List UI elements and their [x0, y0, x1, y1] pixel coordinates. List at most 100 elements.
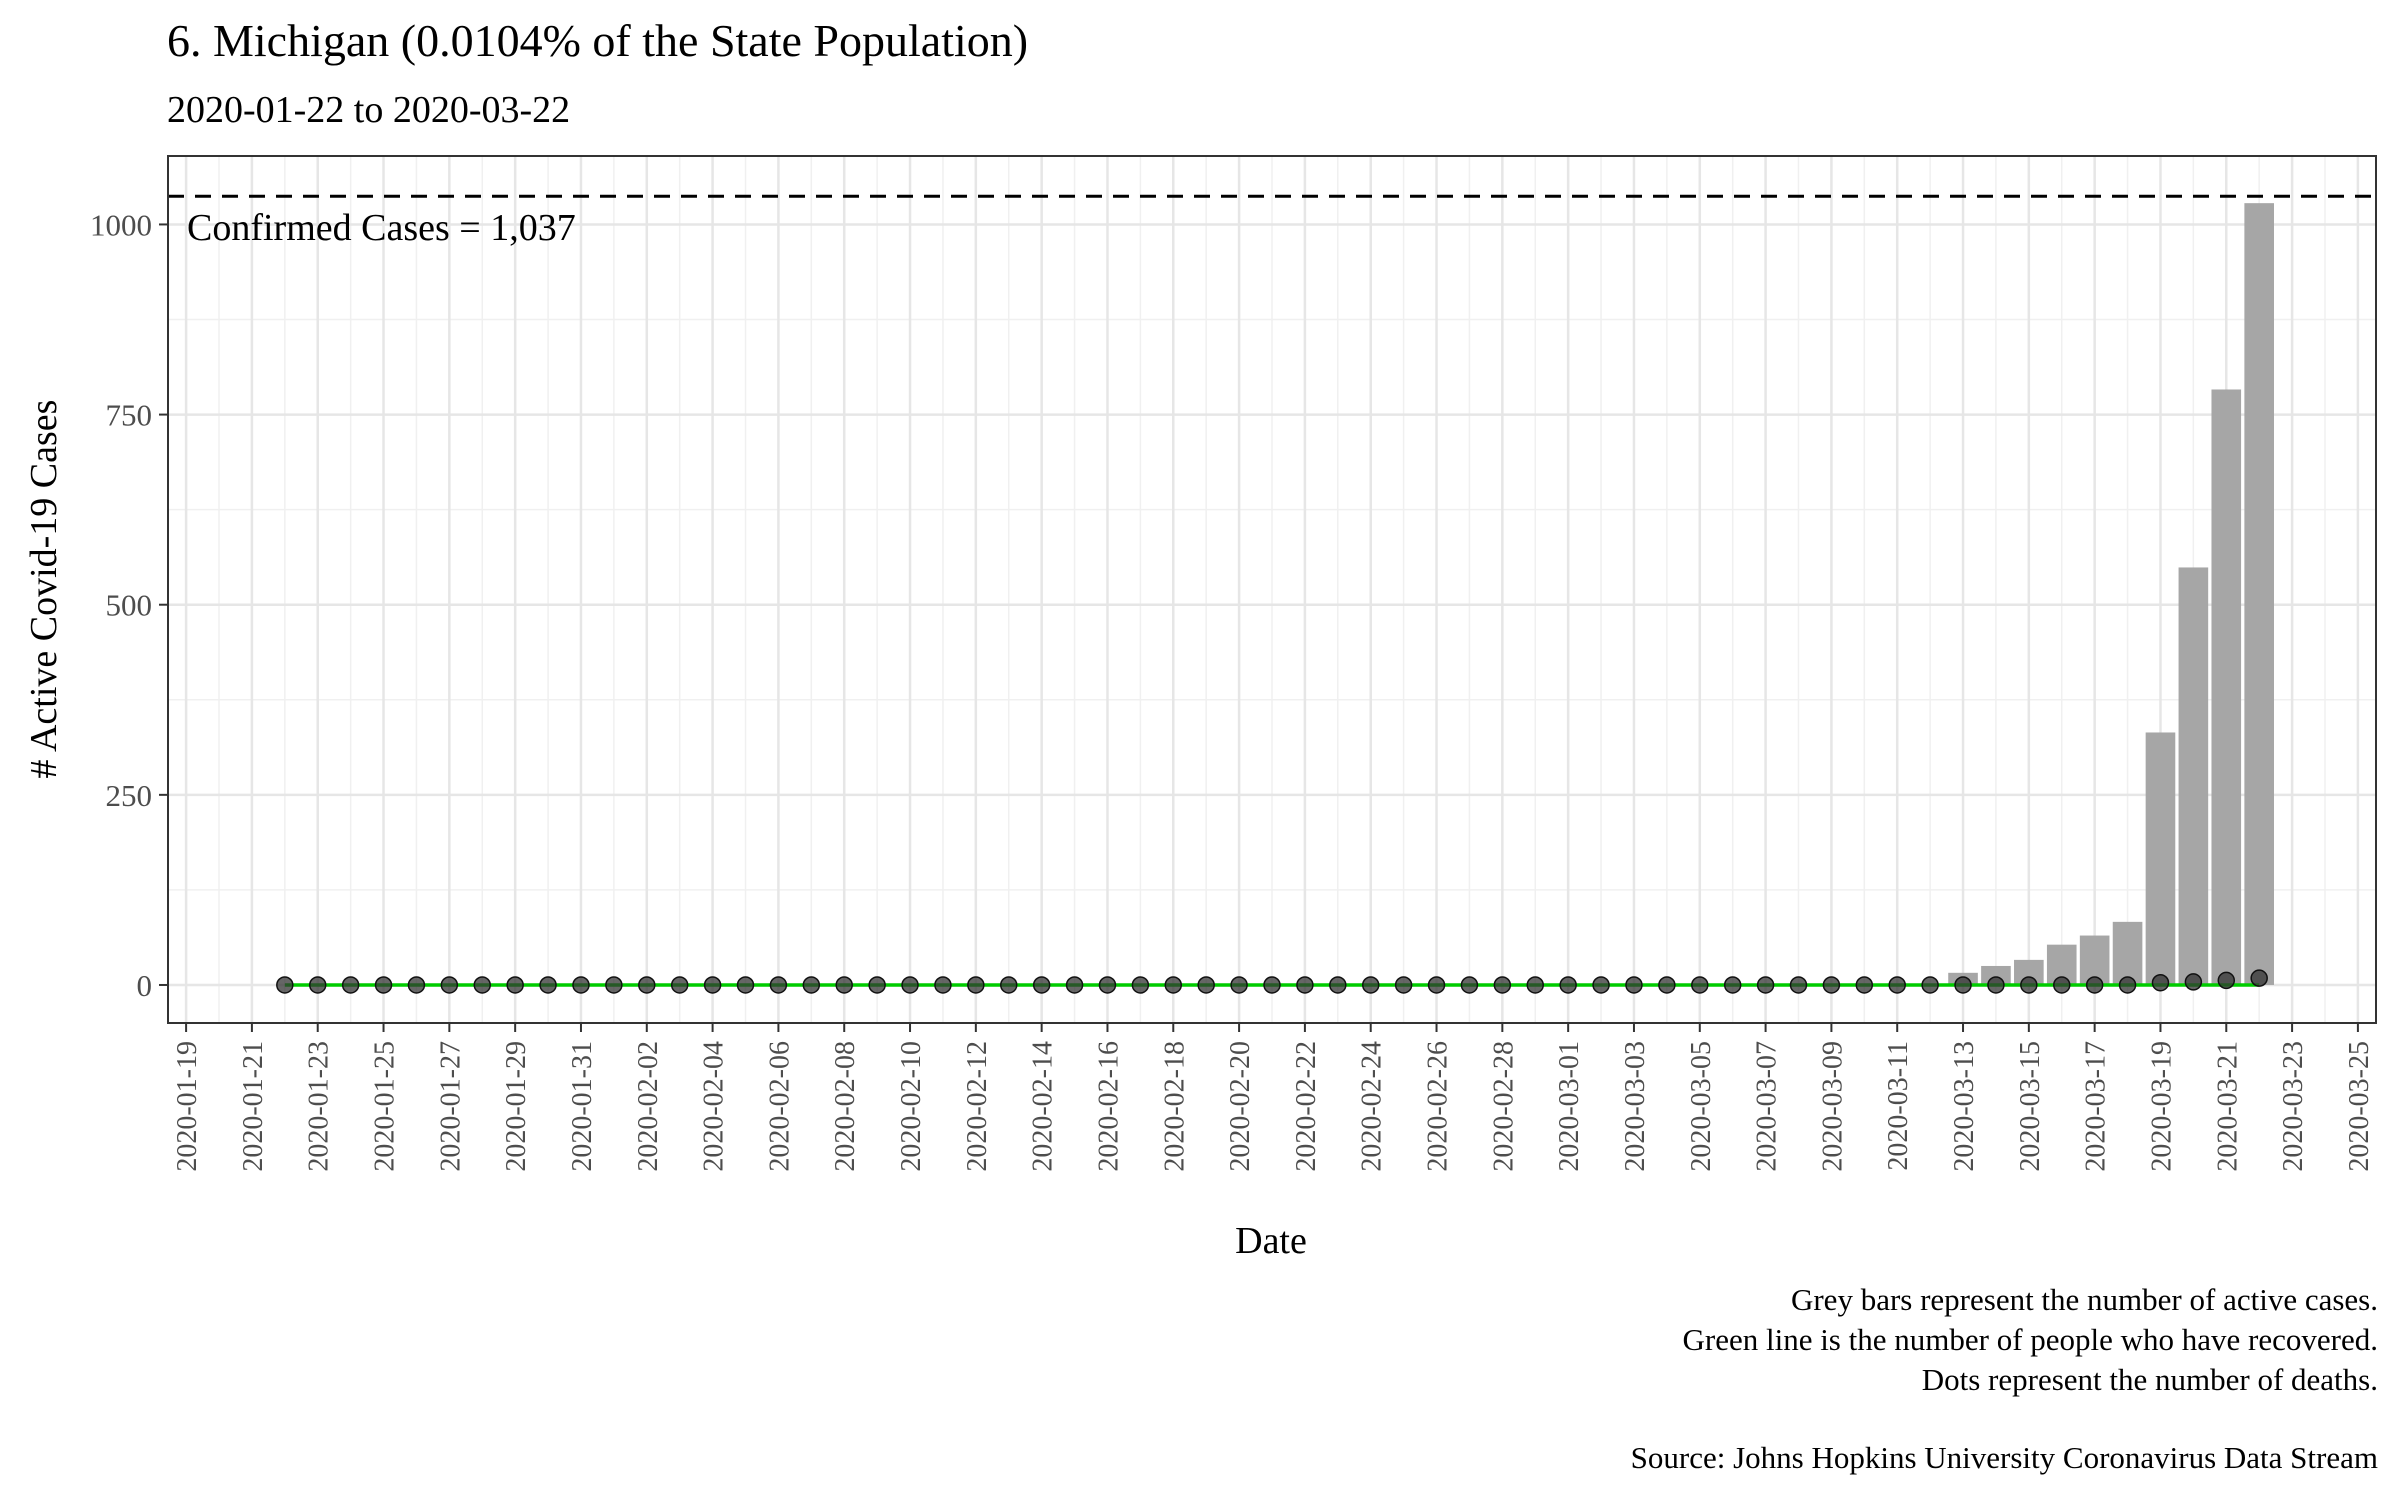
death-point — [2184, 973, 2203, 991]
death-point — [1098, 976, 1117, 994]
death-point — [1131, 976, 1150, 994]
x-tick-label: 2020-02-14 — [1028, 1041, 1059, 1172]
x-tick-label: 2020-03-25 — [2344, 1041, 2375, 1172]
bar — [2112, 921, 2143, 985]
caption-line-2: Green line is the number of people who h… — [1682, 1322, 2378, 1357]
death-point — [2020, 976, 2038, 994]
bars — [1948, 203, 2274, 985]
death-point — [1855, 976, 1874, 994]
death-point — [934, 976, 952, 994]
x-tick-label: 2020-03-23 — [2278, 1041, 2309, 1172]
x-tick-label: 2020-03-03 — [1620, 1041, 1651, 1172]
death-point — [2052, 976, 2071, 994]
x-tick-label: 2020-02-28 — [1488, 1041, 1519, 1172]
caption-line-1: Grey bars represent the number of active… — [1791, 1282, 2378, 1317]
death-point — [1361, 976, 1380, 994]
death-point — [1691, 976, 1709, 994]
grid-minor — [168, 156, 2376, 1023]
death-point — [769, 976, 788, 994]
death-point — [1625, 976, 1643, 994]
death-point — [1493, 976, 1512, 994]
death-point — [802, 976, 821, 994]
death-point — [572, 976, 590, 994]
x-tick-label: 2020-03-09 — [1817, 1041, 1848, 1172]
x-tick-label: 2020-01-31 — [567, 1041, 598, 1172]
x-tick-label: 2020-02-20 — [1225, 1041, 1256, 1172]
x-tick-label: 2020-03-19 — [2146, 1041, 2177, 1172]
death-point — [1296, 976, 1314, 994]
death-point — [2151, 973, 2170, 992]
x-tick-label: 2020-02-12 — [962, 1041, 993, 1172]
x-tick-label: 2020-03-15 — [2015, 1041, 2046, 1172]
x-tick-label: 2020-01-23 — [304, 1041, 335, 1172]
x-tick-label: 2020-03-01 — [1554, 1041, 1585, 1172]
death-point — [506, 976, 524, 994]
x-tick-label: 2020-03-07 — [1752, 1041, 1783, 1172]
x-tick-label: 2020-01-29 — [501, 1041, 532, 1172]
death-point — [374, 976, 393, 994]
death-point — [1427, 976, 1446, 994]
death-points — [276, 969, 2268, 994]
x-tick-label: 2020-02-06 — [764, 1041, 795, 1172]
death-point — [736, 976, 755, 994]
death-point — [2118, 976, 2137, 994]
death-point — [440, 976, 459, 994]
death-point — [835, 976, 853, 994]
death-point — [1658, 976, 1676, 994]
bar — [2244, 203, 2274, 985]
bar — [2145, 732, 2176, 985]
death-point — [1987, 976, 2005, 994]
x-tick-label: 2020-02-04 — [699, 1041, 730, 1172]
caption-line-3: Dots represent the number of deaths. — [1922, 1362, 2378, 1397]
death-point — [1789, 976, 1808, 994]
x-tick-label: 2020-01-25 — [370, 1041, 401, 1172]
death-point — [1723, 976, 1742, 994]
death-point — [1230, 976, 1248, 994]
x-tick-label: 2020-03-11 — [1883, 1041, 1914, 1171]
x-axis: 2020-01-19 2020-01-21 2020-01-23 2020-01-25… — [172, 1023, 2375, 1172]
y-tick-label: 500 — [106, 588, 153, 623]
chart-title: 6. Michigan (0.0104% of the State Popula… — [167, 15, 1028, 66]
y-tick-label: 0 — [137, 968, 153, 1003]
death-point — [1164, 976, 1183, 994]
x-tick-label: 2020-01-19 — [172, 1041, 203, 1172]
death-point — [1822, 976, 1841, 994]
death-point — [1000, 976, 1018, 994]
death-point — [703, 976, 722, 994]
death-point — [1329, 976, 1347, 994]
plot-border — [167, 155, 2377, 1024]
x-tick-label: 2020-03-21 — [2212, 1041, 2243, 1172]
death-point — [1460, 976, 1479, 994]
death-point — [967, 976, 985, 994]
death-point — [1197, 976, 1215, 994]
x-tick-label: 2020-03-17 — [2081, 1041, 2112, 1172]
death-point — [1032, 976, 1051, 994]
death-point — [901, 976, 919, 994]
x-axis-title: Date — [1235, 1220, 1307, 1262]
y-axis-title: # Active Covid-19 Cases — [23, 400, 65, 779]
death-point — [1394, 976, 1413, 994]
death-point — [473, 976, 492, 994]
y-tick-label: 750 — [106, 398, 153, 433]
x-tick-label: 2020-02-02 — [633, 1041, 664, 1172]
x-tick-label: 2020-01-27 — [435, 1041, 466, 1172]
death-point — [638, 976, 656, 994]
y-tick-label: 1000 — [90, 207, 152, 242]
x-tick-label: 2020-01-21 — [238, 1041, 269, 1172]
death-point — [2085, 976, 2104, 994]
y-axis: 0 250 500 750 1000 — [90, 207, 168, 1003]
death-point — [1888, 976, 1906, 994]
death-point — [2217, 971, 2236, 990]
death-point — [1921, 976, 1939, 994]
x-tick-label: 2020-02-10 — [896, 1041, 927, 1172]
x-tick-label: 2020-02-26 — [1423, 1041, 1454, 1172]
death-point — [407, 976, 426, 994]
bar — [2178, 567, 2209, 985]
death-point — [868, 976, 886, 994]
death-point — [308, 976, 327, 994]
death-point — [1065, 976, 1084, 994]
death-point — [276, 976, 294, 994]
x-tick-label: 2020-02-22 — [1291, 1041, 1322, 1172]
bar — [2211, 389, 2242, 985]
x-tick-label: 2020-02-24 — [1357, 1041, 1388, 1172]
